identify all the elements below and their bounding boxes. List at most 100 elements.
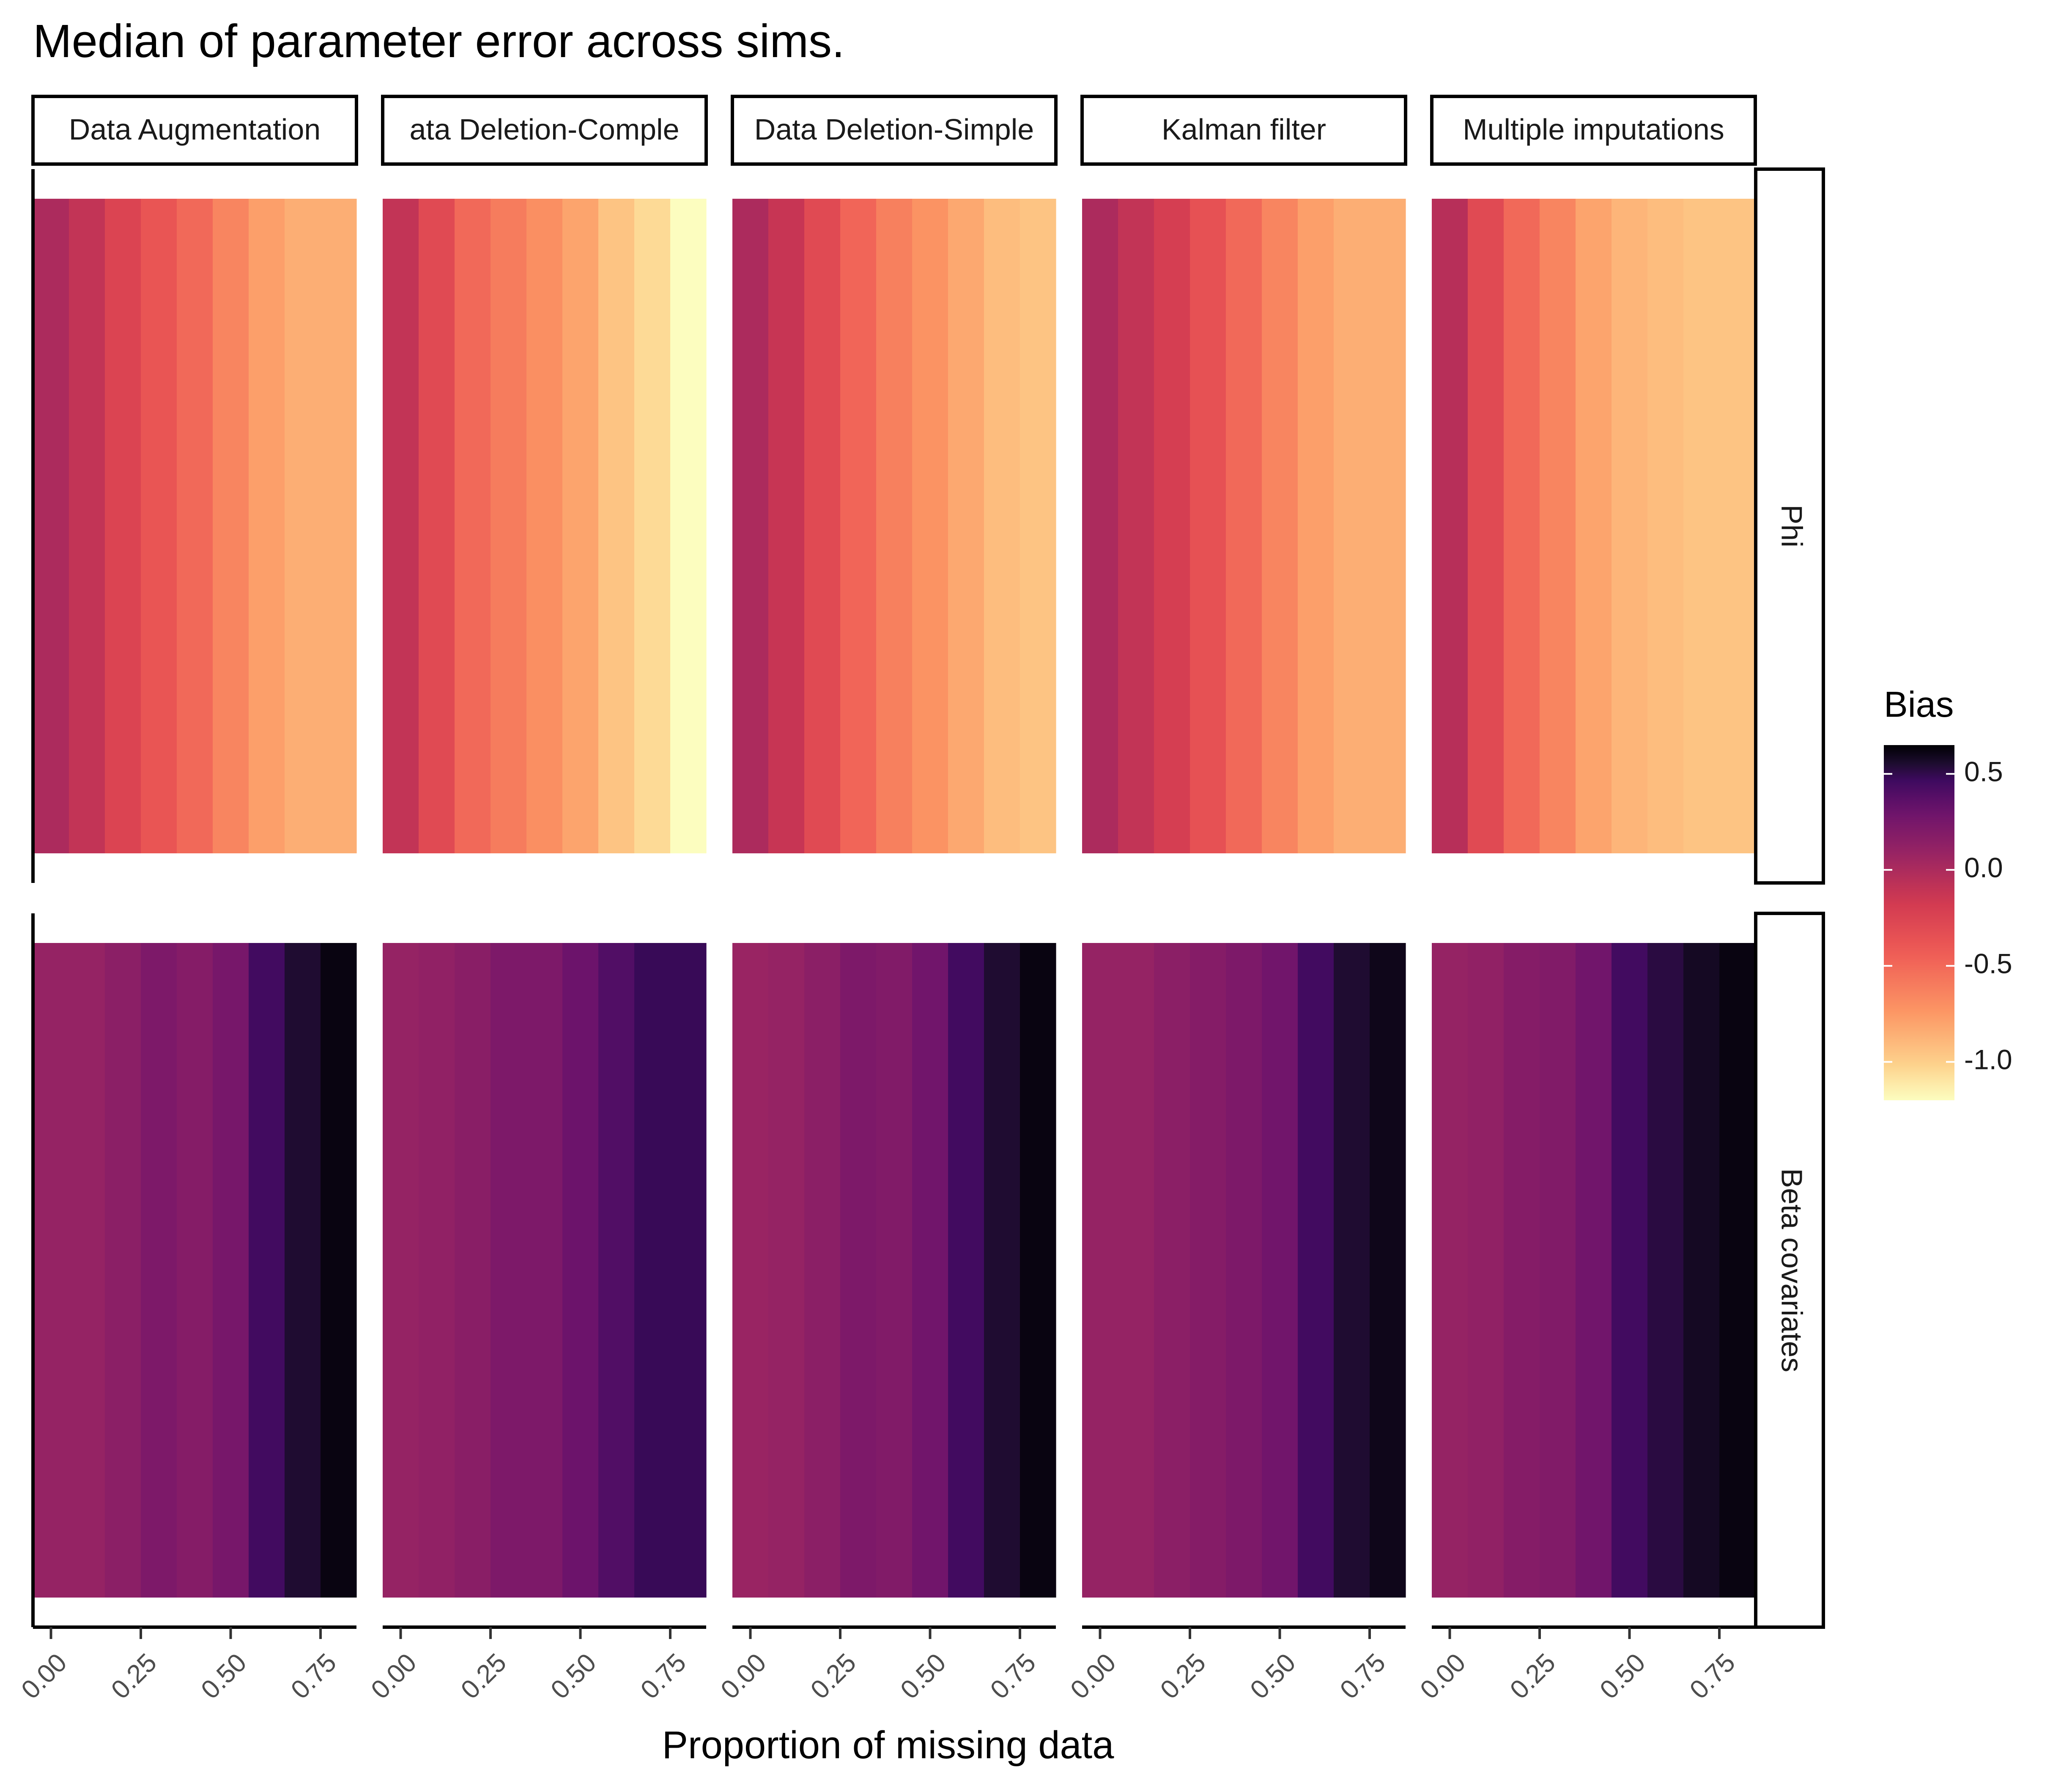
x-tick-label: 0.25 (455, 1648, 512, 1705)
heatmap-tile (249, 199, 285, 853)
heatmap-tile (1298, 199, 1334, 853)
heatmap-tile (1154, 943, 1190, 1598)
row-strips: Phi Beta covariates (1754, 167, 1825, 1629)
strip-box (731, 95, 1058, 166)
heatmap-tile (1190, 943, 1226, 1598)
heatmap-tile (1612, 199, 1648, 853)
heatmap-tile (732, 943, 769, 1598)
heatmap-tile (1504, 199, 1540, 853)
heatmap-tile (1540, 943, 1576, 1598)
x-tick-label: 0.00 (1414, 1648, 1471, 1705)
heatmap-tile (1719, 943, 1756, 1598)
heatmap-tile (948, 199, 984, 853)
heatmap-tile (491, 199, 527, 853)
x-axis-ata-deletion-comple: 0.00 0.25 0.50 0.75 (365, 1625, 706, 1705)
heatmap-tile (670, 943, 707, 1598)
heatmap-tile (213, 943, 249, 1598)
heatmap-tile (732, 199, 769, 853)
strip-box (1430, 95, 1757, 166)
heatmap-tile (876, 199, 913, 853)
heatmap-tile (1576, 199, 1612, 853)
heatmap-tile (840, 199, 877, 853)
strip-kalman-filter: Kalman filter (1080, 95, 1407, 166)
panel-data-augmentation-phi (33, 199, 357, 853)
strip-box (381, 95, 708, 166)
heatmap-tile (1504, 943, 1540, 1598)
heatmap-tile (1082, 943, 1118, 1598)
heatmap-tile (1118, 943, 1154, 1598)
legend-tick-label: -1.0 (1964, 1044, 2012, 1075)
heatmap-tile (141, 199, 177, 853)
strip-box (1754, 912, 1825, 1629)
heatmap-tile (768, 943, 805, 1598)
heatmap-tile (1432, 943, 1468, 1598)
strip-data-deletion-simple: Data Deletion-Simple (731, 95, 1058, 166)
heatmap-tile (1612, 943, 1648, 1598)
column-strips: Data Augmentation ata Deletion-Comple Data… (31, 95, 1757, 166)
heatmap-tile (321, 199, 357, 853)
heatmap-tile (948, 943, 984, 1598)
x-tick-label: 0.75 (1335, 1648, 1391, 1705)
heatmap-tile (562, 199, 599, 853)
heatmap-tile (1683, 943, 1720, 1598)
heatmap-tile (1334, 199, 1370, 853)
x-tick-label: 0.25 (1155, 1648, 1211, 1705)
heatmap-tile (1719, 199, 1756, 853)
x-axis-kalman-filter: 0.00 0.25 0.50 0.75 (1065, 1625, 1406, 1705)
heatmap-tile (1262, 199, 1298, 853)
x-tick-label: 0.00 (1065, 1648, 1121, 1705)
heatmap-tile (419, 199, 455, 853)
heatmap-tile (69, 943, 105, 1598)
x-tick-label: 0.50 (895, 1648, 951, 1705)
heatmap-tile (321, 943, 357, 1598)
strip-phi: Phi (1754, 167, 1825, 885)
heatmap-tile (1647, 943, 1684, 1598)
legend-title: Bias (1884, 685, 1954, 725)
x-tick-label: 0.75 (985, 1648, 1041, 1705)
strip-multiple-imputations: Multiple imputations (1430, 95, 1757, 166)
x-tick-label: 0.75 (635, 1648, 692, 1705)
x-tick-label: 0.00 (16, 1648, 72, 1705)
heatmap-tile (1262, 943, 1298, 1598)
heatmap-tile (804, 199, 841, 853)
x-tick-label: 0.50 (545, 1648, 602, 1705)
strip-label: ata Deletion-Comple (409, 113, 679, 146)
heatmap-tile (984, 943, 1020, 1598)
x-tick-label: 0.00 (715, 1648, 772, 1705)
x-tick-label: 0.25 (1505, 1648, 1561, 1705)
heatmap-tile (526, 199, 563, 853)
panel-multiple-imputations-beta-covariates (1432, 943, 1756, 1598)
heatmap-tile (1118, 199, 1154, 853)
heatmap-tile (419, 943, 455, 1598)
x-tick-label: 0.50 (1594, 1648, 1651, 1705)
heatmap-tile (1576, 943, 1612, 1598)
panel-data-augmentation-beta-covariates (33, 943, 357, 1598)
heatmap-tile (1190, 199, 1226, 853)
heatmap-tile (670, 199, 707, 853)
x-tick-label: 0.50 (195, 1648, 252, 1705)
panel-kalman-filter-beta-covariates (1082, 943, 1406, 1598)
strip-data-augmentation: Data Augmentation (31, 95, 358, 166)
x-axis-title: Proportion of missing data (662, 1724, 1115, 1767)
x-tick-label: 0.25 (805, 1648, 862, 1705)
strip-label: Beta covariates (1776, 1168, 1809, 1372)
heatmap-tile (1020, 943, 1056, 1598)
heatmap-tile (249, 943, 285, 1598)
heatmap-tile (177, 943, 213, 1598)
x-tick-label: 0.25 (106, 1648, 162, 1705)
legend-tick-label: -0.5 (1964, 948, 2012, 979)
heatmap-tile (876, 943, 913, 1598)
heatmap-tile (383, 943, 419, 1598)
heatmap-tile (1334, 943, 1370, 1598)
heatmap-tile (1298, 943, 1334, 1598)
panel-data-deletion-simple-beta-covariates (732, 943, 1056, 1598)
strip-beta-covariates: Beta covariates (1754, 912, 1825, 1629)
strip-label: Data Deletion-Simple (754, 113, 1034, 146)
x-axis-data-augmentation: 0.00 0.25 0.50 0.75 (16, 1625, 356, 1705)
heatmap-tile (455, 943, 491, 1598)
heatmap-tile (285, 199, 321, 853)
heatmap-tile (1683, 199, 1720, 853)
heatmap-tile (1226, 943, 1262, 1598)
x-tick-label: 0.50 (1244, 1648, 1301, 1705)
